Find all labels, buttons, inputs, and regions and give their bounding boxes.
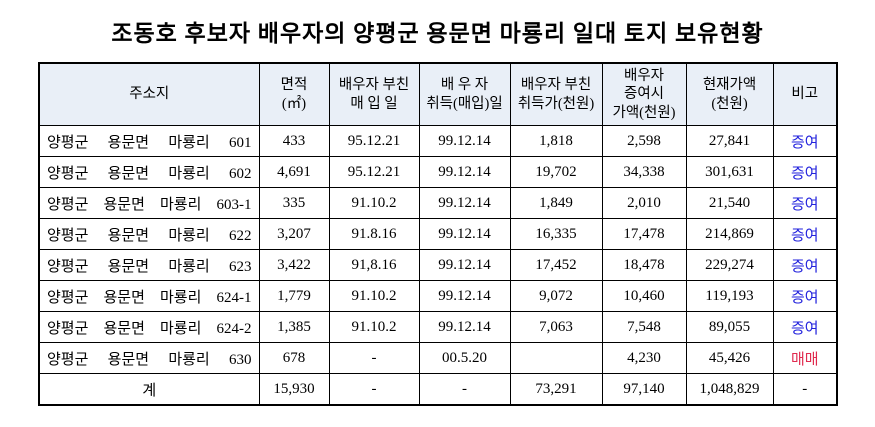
table-row: 양평군 용문면 마룡리 623 3,422 91,8.16 99.12.14 17,45… xyxy=(38,249,838,281)
area-cell: 1,779 xyxy=(258,280,330,312)
table-row: 양평군 용문면 마룡리 602 4,691 95.12.21 99.12.14 19,7… xyxy=(38,156,838,188)
father-purchase-date-cell: 95.12.21 xyxy=(328,125,420,157)
father-price-cell xyxy=(509,342,603,374)
column-header-note: 비고 xyxy=(772,62,838,126)
father-price-cell: 9,072 xyxy=(509,280,603,312)
gift-value-cell: 4,230 xyxy=(601,342,687,374)
note-cell: 증여 xyxy=(772,187,838,219)
father-purchase-date-cell: 95.12.21 xyxy=(328,156,420,188)
spouse-acquisition-date-cell: 99.12.14 xyxy=(418,218,511,250)
gift-value-cell: 97,140 xyxy=(601,373,687,406)
current-value-cell: 301,631 xyxy=(685,156,774,188)
area-cell: 3,207 xyxy=(258,218,330,250)
father-purchase-date-cell: 91.10.2 xyxy=(328,311,420,343)
area-cell: 4,691 xyxy=(258,156,330,188)
area-cell: 433 xyxy=(258,125,330,157)
note-cell: 증여 xyxy=(772,156,838,188)
document-title: 조동호 후보자 배우자의 양평군 용문면 마룡리 일대 토지 보유현황 xyxy=(111,21,764,46)
gift-value-cell: 34,338 xyxy=(601,156,687,188)
gift-value-cell: 10,460 xyxy=(601,280,687,312)
address-cell: 양평군 용문면 마룡리 603-1 xyxy=(38,187,260,219)
address-cell: 양평군 용문면 마룡리 601 xyxy=(38,125,260,157)
current-value-cell: 21,540 xyxy=(685,187,774,219)
address-cell: 계 xyxy=(38,373,260,406)
spouse-acquisition-date-cell: 99.12.14 xyxy=(418,311,511,343)
current-value-cell: 45,426 xyxy=(685,342,774,374)
table-row: 양평군 용문면 마룡리 624-1 1,779 91.10.2 99.12.14 9,0… xyxy=(38,280,838,312)
father-price-cell: 1,849 xyxy=(509,187,603,219)
spouse-acquisition-date-cell: 99.12.14 xyxy=(418,249,511,281)
current-value-cell: 229,274 xyxy=(685,249,774,281)
total-row: 계 15,930- -73,291 97,140 1,048,829- xyxy=(38,373,838,406)
address-cell: 양평군 용문면 마룡리 624-2 xyxy=(38,311,260,343)
father-price-cell: 17,452 xyxy=(509,249,603,281)
address-cell: 양평군 용문면 마룡리 630 xyxy=(38,342,260,374)
note-cell: - xyxy=(772,373,838,406)
father-purchase-date-cell: 91.8.16 xyxy=(328,218,420,250)
current-value-cell: 119,193 xyxy=(685,280,774,312)
column-header-address: 주소지 xyxy=(38,62,260,126)
column-header-spouse-gift-value: 배우자 증여시 가액(천원) xyxy=(601,62,687,126)
spouse-acquisition-date-cell: 99.12.14 xyxy=(418,156,511,188)
father-price-cell: 19,702 xyxy=(509,156,603,188)
column-header-father-purchase-date: 배우자 부친 매 입 일 xyxy=(328,62,420,126)
area-cell: 15,930 xyxy=(258,373,330,406)
area-cell: 335 xyxy=(258,187,330,219)
table-body: 양평군 용문면 마룡리 601 433 95.12.21 99.12.14 1,818 2… xyxy=(38,125,838,406)
note-cell: 증여 xyxy=(772,280,838,312)
spouse-acquisition-date-cell: 99.12.14 xyxy=(418,187,511,219)
father-purchase-date-cell: 91.10.2 xyxy=(328,280,420,312)
address-cell: 양평군 용문면 마룡리 623 xyxy=(38,249,260,281)
gift-value-cell: 2,598 xyxy=(601,125,687,157)
current-value-cell: 214,869 xyxy=(685,218,774,250)
column-header-father-acquisition-price: 배우자 부친 취득가(천원) xyxy=(509,62,603,126)
table-row: 양평군 용문면 마룡리 601 433 95.12.21 99.12.14 1,818 2… xyxy=(38,125,838,157)
table-row: 양평군 용문면 마룡리 622 3,207 91.8.16 99.12.14 16,33… xyxy=(38,218,838,250)
note-cell: 증여 xyxy=(772,218,838,250)
address-cell: 양평군 용문면 마룡리 622 xyxy=(38,218,260,250)
current-value-cell: 89,055 xyxy=(685,311,774,343)
note-cell: 증여 xyxy=(772,249,838,281)
spouse-acquisition-date-cell: 00.5.20 xyxy=(418,342,511,374)
column-header-spouse-acquisition-date: 배 우 자 취득(매입)일 xyxy=(418,62,511,126)
spouse-acquisition-date-cell: 99.12.14 xyxy=(418,125,511,157)
table-row: 양평군 용문면 마룡리 624-2 1,385 91.10.2 99.12.14 7,0… xyxy=(38,311,838,343)
note-cell: 매매 xyxy=(772,342,838,374)
column-header-area: 면적 (㎡) xyxy=(258,62,330,126)
table-row: 양평군 용문면 마룡리 603-1 335 91.10.2 99.12.14 1,849… xyxy=(38,187,838,219)
area-cell: 3,422 xyxy=(258,249,330,281)
gift-value-cell: 7,548 xyxy=(601,311,687,343)
note-cell: 증여 xyxy=(772,125,838,157)
father-price-cell: 16,335 xyxy=(509,218,603,250)
father-purchase-date-cell: 91.10.2 xyxy=(328,187,420,219)
gift-value-cell: 17,478 xyxy=(601,218,687,250)
spouse-acquisition-date-cell: 99.12.14 xyxy=(418,280,511,312)
father-price-cell: 1,818 xyxy=(509,125,603,157)
address-cell: 양평군 용문면 마룡리 624-1 xyxy=(38,280,260,312)
note-cell: 증여 xyxy=(772,311,838,343)
gift-value-cell: 2,010 xyxy=(601,187,687,219)
table-row: 양평군 용문면 마룡리 630 678-00.5.20 4,230 45,426 매매 xyxy=(38,342,838,374)
father-purchase-date-cell: - xyxy=(328,373,420,406)
address-cell: 양평군 용문면 마룡리 602 xyxy=(38,156,260,188)
column-header-current-value: 현재가액 (천원) xyxy=(685,62,774,126)
father-purchase-date-cell: - xyxy=(328,342,420,374)
area-cell: 1,385 xyxy=(258,311,330,343)
father-price-cell: 7,063 xyxy=(509,311,603,343)
current-value-cell: 1,048,829 xyxy=(685,373,774,406)
spouse-acquisition-date-cell: - xyxy=(418,373,511,406)
area-cell: 678 xyxy=(258,342,330,374)
father-purchase-date-cell: 91,8.16 xyxy=(328,249,420,281)
current-value-cell: 27,841 xyxy=(685,125,774,157)
gift-value-cell: 18,478 xyxy=(601,249,687,281)
father-price-cell: 73,291 xyxy=(509,373,603,406)
